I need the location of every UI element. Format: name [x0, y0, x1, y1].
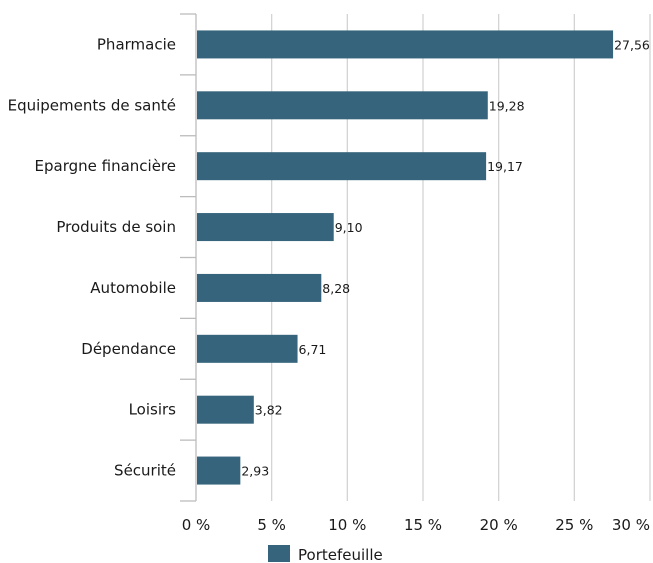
x-tick-label: 5 %	[257, 516, 286, 534]
bar	[197, 395, 254, 424]
grid-lines	[271, 14, 651, 501]
x-tick-label: 10 %	[328, 516, 366, 534]
bar	[197, 456, 241, 485]
bar	[197, 30, 614, 59]
category-label: Sécurité	[114, 462, 176, 480]
category-labels: Pharmacie Equipements de santé Epargne fin…	[8, 35, 177, 479]
data-label: 3,82	[255, 403, 283, 418]
bar	[197, 334, 298, 363]
x-tick-label: 30 %	[612, 516, 650, 534]
category-label: Pharmacie	[97, 35, 176, 53]
bar	[197, 91, 488, 120]
x-tick-label: 0 %	[182, 516, 211, 534]
category-label: Dépendance	[81, 340, 176, 358]
bar	[197, 273, 322, 302]
data-label: 8,28	[322, 281, 350, 296]
x-tick-label: 20 %	[480, 516, 518, 534]
category-label: Loisirs	[129, 401, 177, 419]
x-tick-labels: 0 % 5 % 10 % 15 % 20 % 25 % 30 %	[182, 516, 650, 534]
data-label: 27,56	[614, 37, 650, 52]
bar	[197, 152, 487, 181]
category-axis	[180, 13, 197, 502]
data-labels: 27,56 19,28 19,17 9,10 8,28 6,71 3,82 2,93	[241, 37, 650, 478]
legend-swatch	[268, 545, 290, 562]
category-label: Produits de soin	[56, 218, 176, 236]
bar	[197, 213, 334, 242]
category-label: Equipements de santé	[8, 96, 176, 114]
x-tick-label: 15 %	[404, 516, 442, 534]
legend: Portefeuille	[268, 545, 383, 563]
data-label: 9,10	[335, 220, 363, 235]
data-label: 2,93	[241, 464, 269, 479]
category-label: Epargne financière	[35, 157, 176, 175]
category-label: Automobile	[90, 279, 176, 297]
data-label: 19,17	[487, 159, 523, 174]
x-tick-label: 25 %	[555, 516, 593, 534]
data-label: 19,28	[489, 98, 525, 113]
bars	[197, 30, 614, 485]
legend-label: Portefeuille	[298, 546, 383, 563]
data-label: 6,71	[299, 342, 327, 357]
